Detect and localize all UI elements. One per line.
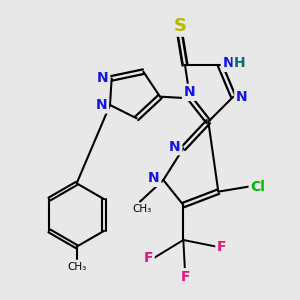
- Text: F: F: [217, 240, 226, 254]
- Text: F: F: [180, 270, 190, 284]
- Text: H: H: [234, 56, 246, 70]
- Text: CH₃: CH₃: [132, 204, 151, 214]
- Text: CH₃: CH₃: [67, 262, 86, 272]
- Text: S: S: [173, 17, 187, 35]
- Text: N: N: [169, 140, 181, 154]
- Text: Cl: Cl: [250, 180, 265, 194]
- Text: N: N: [97, 71, 108, 85]
- Text: N: N: [236, 90, 248, 104]
- Text: N: N: [184, 85, 195, 99]
- Text: N: N: [223, 56, 234, 70]
- Text: N: N: [148, 171, 160, 185]
- Text: F: F: [144, 251, 153, 265]
- Text: N: N: [96, 98, 107, 112]
